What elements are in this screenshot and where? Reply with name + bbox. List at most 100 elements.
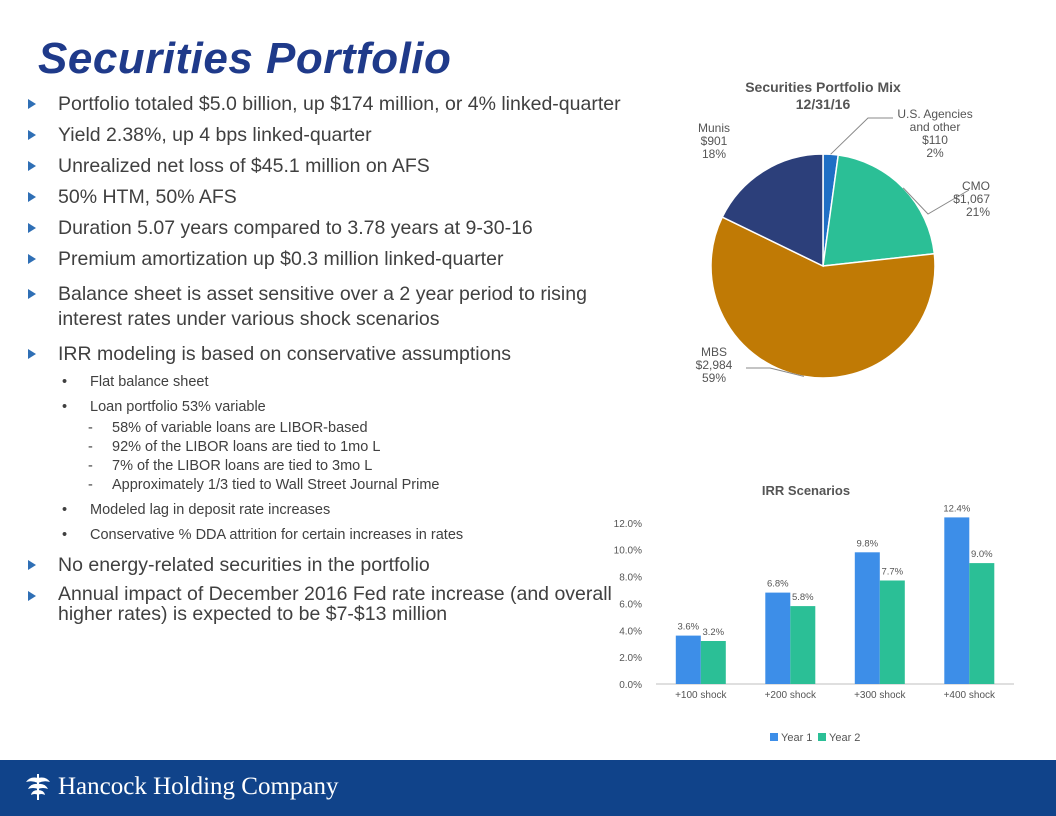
pie-slice-label: $110 <box>922 133 948 147</box>
y-tick-label: 8.0% <box>619 573 642 584</box>
y-tick-label: 12.0% <box>614 519 642 530</box>
bullet-text: Conservative % DDA attrition for certain… <box>90 527 464 543</box>
bullet-text: Unrealized net loss of $45.1 million on … <box>58 155 430 177</box>
pie-slice-label: Munis <box>698 121 730 135</box>
bullet-item: No energy-related securities in the port… <box>22 553 622 578</box>
bullet-text: No energy-related securities in the port… <box>58 554 430 576</box>
bar <box>700 641 726 684</box>
bullet-arrow-icon <box>28 130 36 140</box>
bullet-text: IRR modeling is based on conservative as… <box>58 343 512 365</box>
bullet-text: Yield 2.38%, up 4 bps linked-quarter <box>58 124 372 146</box>
bar <box>854 552 880 684</box>
bullet-text: 92% of the LIBOR loans are tied to 1mo L <box>112 439 381 455</box>
pie-slice <box>822 154 936 267</box>
bullet-text: Annual impact of December 2016 Fed rate … <box>58 583 612 625</box>
sub-sub-bullet-item: - 58% of variable loans are LIBOR-based <box>22 419 622 438</box>
pie-leader-line <box>830 117 893 155</box>
bullet-arrow-icon <box>28 349 36 359</box>
pie-slice-label: MBS <box>701 345 727 359</box>
x-tick-label: +200 shock <box>765 690 817 701</box>
pie-slice <box>721 153 824 268</box>
bar-data-label: 9.0% <box>971 549 993 560</box>
bullet-list: Portfolio totaled $5.0 billion, up $174 … <box>22 92 622 624</box>
pie-leader-line <box>746 367 805 377</box>
y-tick-label: 10.0% <box>614 546 642 557</box>
footer-bar: Hancock Holding Company <box>0 760 1056 816</box>
pie-slice-label: 2% <box>926 146 944 160</box>
slide-title: Securities Portfolio <box>38 34 452 83</box>
bullet-arrow-icon <box>28 289 36 299</box>
bullet-arrow-icon <box>28 560 36 570</box>
bar-data-label: 7.7% <box>881 567 903 578</box>
bullet-item: Portfolio totaled $5.0 billion, up $174 … <box>22 92 622 117</box>
bullet-item: IRR modeling is based on conservative as… <box>22 342 622 367</box>
sub-sub-bullet-item: - Approximately 1/3 tied to Wall Street J… <box>22 476 622 495</box>
bar <box>879 580 905 684</box>
bullet-dash-icon: - <box>88 477 93 493</box>
bullet-text: Modeled lag in deposit rate increases <box>90 502 331 518</box>
bullet-text: Loan portfolio 53% variable <box>90 399 266 415</box>
bar-data-label: 3.2% <box>702 627 724 638</box>
pie-slice-label: CMO <box>962 179 990 193</box>
x-tick-label: +300 shock <box>854 690 906 701</box>
sub-bullet-item: • Conservative % DDA attrition for certai… <box>22 526 622 545</box>
bullet-dash-icon: - <box>88 420 93 436</box>
x-tick-label: +100 shock <box>675 690 727 701</box>
bar-data-label: 12.4% <box>943 503 970 514</box>
pie-slice-label: 21% <box>966 205 990 219</box>
bullet-dot-icon: • <box>62 374 68 390</box>
bullet-arrow-icon <box>28 223 36 233</box>
pie-slice-label: 59% <box>702 371 726 385</box>
bullet-item: Premium amortization up $0.3 million lin… <box>22 247 622 272</box>
bar <box>790 606 816 684</box>
bullet-item: 50% HTM, 50% AFS <box>22 185 622 210</box>
bar-data-label: 6.8% <box>767 579 789 590</box>
y-tick-label: 2.0% <box>619 653 642 664</box>
bullet-dot-icon: • <box>62 502 68 518</box>
legend-label: Year 1 <box>781 732 812 744</box>
bullet-text: Balance sheet is asset sensitive over a … <box>58 283 587 330</box>
bullet-arrow-icon <box>28 254 36 264</box>
bullet-text: Portfolio totaled $5.0 billion, up $174 … <box>58 93 621 115</box>
sub-bullet-item: • Modeled lag in deposit rate increases <box>22 501 622 520</box>
bar <box>765 592 791 684</box>
y-tick-label: 6.0% <box>619 599 642 610</box>
bar-data-label: 5.8% <box>792 592 814 603</box>
bullet-item: Unrealized net loss of $45.1 million on … <box>22 154 622 179</box>
pie-subtitle: 12/31/16 <box>796 96 851 112</box>
company-name: Hancock Holding Company <box>58 773 339 800</box>
x-tick-label: +400 shock <box>944 690 996 701</box>
bullet-text: Approximately 1/3 tied to Wall Street Jo… <box>112 477 440 493</box>
company-logo-icon <box>26 774 50 800</box>
pie-slice-label: U.S. Agencies <box>897 107 972 121</box>
bar-data-label: 9.8% <box>856 538 878 549</box>
bar-data-label: 3.6% <box>677 622 699 633</box>
pie-slice-label: $901 <box>701 134 728 148</box>
bullet-text: 58% of variable loans are LIBOR-based <box>112 420 368 436</box>
sub-sub-bullet-item: - 7% of the LIBOR loans are tied to 3mo L <box>22 457 622 476</box>
sub-bullet-item: • Loan portfolio 53% variable <box>22 398 622 417</box>
bullet-item: Balance sheet is asset sensitive over a … <box>22 282 622 332</box>
irr-scenarios-bar-chart: IRR Scenarios 0.0% 2.0% 4.0% 6.0% 8.0% 10.0% 12… <box>614 483 1014 744</box>
bullet-dash-icon: - <box>88 458 93 474</box>
bullet-dot-icon: • <box>62 527 68 543</box>
sub-bullet-item: • Flat balance sheet <box>22 373 622 392</box>
pie-slice-label: 18% <box>702 147 726 161</box>
pie-title: Securities Portfolio Mix <box>745 79 901 95</box>
bar <box>944 517 970 684</box>
pie-slice-label: $1,067 <box>953 192 990 206</box>
pie-slice-label: $2,984 <box>696 358 733 372</box>
bullet-text: 50% HTM, 50% AFS <box>58 186 237 208</box>
bar-chart-title: IRR Scenarios <box>762 483 850 498</box>
bar <box>675 635 701 684</box>
y-tick-label: 4.0% <box>619 626 642 637</box>
bullet-item: Annual impact of December 2016 Fed rate … <box>22 584 622 624</box>
bullet-arrow-icon <box>28 161 36 171</box>
bullet-text: Flat balance sheet <box>90 374 209 390</box>
y-tick-label: 0.0% <box>619 680 642 691</box>
bullet-text: Premium amortization up $0.3 million lin… <box>58 248 504 270</box>
bullet-dot-icon: • <box>62 399 68 415</box>
bar <box>969 563 995 684</box>
legend-label: Year 2 <box>829 732 860 744</box>
